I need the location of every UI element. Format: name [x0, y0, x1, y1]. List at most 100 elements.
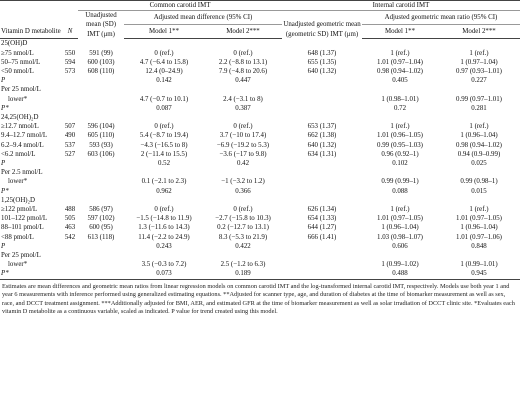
- cell-model1-difference: 11.4 (−2.2 to 24.9): [138, 233, 190, 241]
- cell-model2-ratio: [438, 168, 520, 177]
- row-label: ≥12.7 nmol/L: [1, 123, 39, 131]
- section-label: 25(OH)D: [1, 40, 28, 48]
- table-footnote: Estimates are mean differences and geome…: [0, 278, 520, 317]
- row-label: lower*: [8, 261, 28, 269]
- row-label: P*: [1, 187, 9, 195]
- table-row: P 0.52 0.42 0.102 0.025: [0, 159, 520, 168]
- cell-model2-ratio: 0.025: [471, 159, 487, 167]
- cell-model1-ratio: 0.96 (0.92–1): [381, 150, 419, 158]
- cell-n: [62, 159, 78, 168]
- cell-model1-ratio: [362, 85, 438, 94]
- cell-model1-ratio: 1.01 (0.97–1.04): [377, 58, 423, 66]
- cell-n: 537: [64, 141, 76, 149]
- table-row: lower* 3.5 (−0.3 to 7.2) 2.5 (−1.2 to 6.3)…: [0, 260, 520, 269]
- cell-model2-difference: 0 (ref.): [233, 49, 253, 57]
- header-sub-row-1: Unadjusted mean (SD) IMT (μm) Adjusted m…: [0, 10, 520, 38]
- table-row: P 0.142 0.447 0.405 0.227: [0, 76, 520, 85]
- cell-unadjusted-mean: 605 (110): [87, 132, 115, 140]
- cell-n: [62, 85, 78, 94]
- cell-n: [62, 95, 78, 104]
- cell-model1-difference: 0.1 (−2.1 to 2.3): [141, 178, 187, 186]
- cell-model1-difference: 4.7 (−0.7 to 10.1): [139, 95, 189, 103]
- table-row: P* 0.962 0.366 0.088 0.015: [0, 187, 520, 196]
- cell-model2-difference: 0.42: [236, 159, 250, 167]
- cell-model2-ratio: [438, 251, 520, 260]
- table-row: 88–101 pmol/L 463 600 (95) 1.3 (−11.6 to 14…: [0, 223, 520, 232]
- cell-model1-ratio: 0.088: [392, 187, 408, 195]
- col-model2-diff: Model 2***: [204, 25, 282, 40]
- cell-model1-difference: 0.243: [156, 242, 172, 250]
- row-label: ≥122 pmol/L: [1, 205, 38, 213]
- cell-model1-ratio: 1 (ref.): [390, 123, 410, 131]
- cell-model1-ratio: [362, 168, 438, 177]
- cell-model2-difference: −2.7 (−15.8 to 10.3): [215, 215, 271, 223]
- cell-model1-ratio: 1 (ref.): [390, 49, 410, 57]
- cell-unadjusted-geometric: [282, 242, 362, 251]
- cell-unadjusted-mean: 608 (110): [87, 67, 115, 75]
- cell-model2-ratio: 0.98 (0.94–1.02): [456, 141, 502, 149]
- cell-model2-ratio: 1.01 (0.97–1.06): [456, 233, 502, 241]
- cell-model1-difference: [124, 251, 204, 260]
- cell-model1-ratio: 1 (0.99–1.02): [381, 261, 419, 269]
- table-row: <50 nmol/L 573 608 (110) 12.4 (0–24.9) 7.9 (…: [0, 67, 520, 76]
- cell-model1-difference: 0 (ref.): [154, 123, 174, 131]
- cell-model1-difference: 4.7 (−6.4 to 15.8): [139, 58, 189, 66]
- cell-model1-ratio: 1 (0.96–1.04): [381, 224, 419, 232]
- section-row: 25(OH)D: [0, 39, 520, 49]
- group-common-carotid: Common carotid IMT: [78, 0, 282, 12]
- table-row: <6.2 nmol/L 527 603 (106) 2 (−11.4 to 15.5)…: [0, 150, 520, 159]
- cell-model2-ratio: [438, 85, 520, 94]
- table-row: 9.4–12.7 nmol/L 490 605 (110) 5.4 (−8.7 to …: [0, 131, 520, 140]
- cell-unadjusted-geometric: [282, 269, 362, 278]
- row-label: P*: [1, 104, 9, 112]
- cell-model2-difference: −3.6 (−17 to 9.8): [219, 150, 267, 158]
- cell-model2-difference: 0.447: [235, 77, 251, 85]
- cell-unadjusted-geometric: 644 (1.27): [307, 224, 337, 232]
- cell-model1-ratio: 1 (0.98–1.01): [381, 95, 419, 103]
- cell-model2-ratio: 1 (0.99–1.01): [460, 261, 498, 269]
- table-row: P 0.243 0.422 0.606 0.848: [0, 242, 520, 251]
- cell-model2-ratio: 0.97 (0.93–1.01): [456, 67, 502, 75]
- row-label: <50 nmol/L: [1, 67, 34, 75]
- cell-n: 594: [64, 58, 76, 66]
- cell-unadjusted-geometric: 654 (1.33): [307, 215, 337, 223]
- cell-unadjusted-mean: 597 (102): [87, 215, 115, 223]
- cell-n: 507: [64, 123, 76, 131]
- cell-model1-ratio: 0.405: [392, 77, 408, 85]
- cell-unadjusted-mean: [78, 76, 124, 85]
- cell-model2-difference: 3.7 (−10 to 17.4): [219, 132, 267, 140]
- section-row: 24,25(OH)₂D: [0, 113, 520, 122]
- row-label: Per 2.5 nmol/L: [1, 169, 43, 177]
- cell-unadjusted-mean: [78, 159, 124, 168]
- row-label: 101–122 pmol/L: [1, 215, 48, 223]
- cell-model2-ratio: 1 (ref.): [469, 49, 489, 57]
- cell-n: 527: [64, 150, 76, 158]
- table-row: Per 2.5 nmol/L: [0, 168, 520, 177]
- cell-n: [62, 242, 78, 251]
- table-row: Per 25 nmol/L: [0, 85, 520, 94]
- cell-unadjusted-geometric: 655 (1.35): [307, 58, 337, 66]
- cell-model2-difference: 2.5 (−1.2 to 6.3): [220, 261, 266, 269]
- cell-model1-difference: 3.5 (−0.3 to 7.2): [141, 261, 187, 269]
- cell-unadjusted-mean: [78, 104, 124, 113]
- cell-model2-difference: 0.366: [235, 187, 251, 195]
- cell-model2-difference: 0.2 (−12.7 to 13.1): [217, 224, 269, 232]
- cell-model2-difference: [204, 168, 282, 177]
- row-label: Per 25 nmol/L: [1, 86, 41, 94]
- cell-model1-difference: 12.4 (0–24.9): [145, 67, 183, 75]
- row-label: P: [1, 242, 6, 250]
- cell-model2-difference: −6.9 (−19.2 to 5.3): [216, 141, 270, 149]
- cell-model1-difference: −1.5 (−14.8 to 11.9): [136, 215, 192, 223]
- table-row: ≥122 pmol/L 488 586 (97) 0 (ref.) 0 (ref.) 62…: [0, 205, 520, 214]
- table-row: 50–75 nmol/L 594 600 (103) 4.7 (−6.4 to 15.…: [0, 58, 520, 67]
- cell-model1-difference: 0.087: [156, 104, 172, 112]
- table-row: P* 0.087 0.387 0.72 0.281: [0, 104, 520, 113]
- cell-n: [62, 177, 78, 186]
- cell-unadjusted-mean: 593 (93): [89, 141, 113, 149]
- section-row: 1,25(OH)₂D: [0, 196, 520, 205]
- col-adjusted-difference: Adjusted mean difference (95% CI): [124, 10, 282, 26]
- cell-n: 505: [64, 215, 76, 223]
- cell-unadjusted-geometric: [282, 187, 362, 196]
- cell-model2-ratio: 1 (0.96–1.04): [460, 132, 498, 140]
